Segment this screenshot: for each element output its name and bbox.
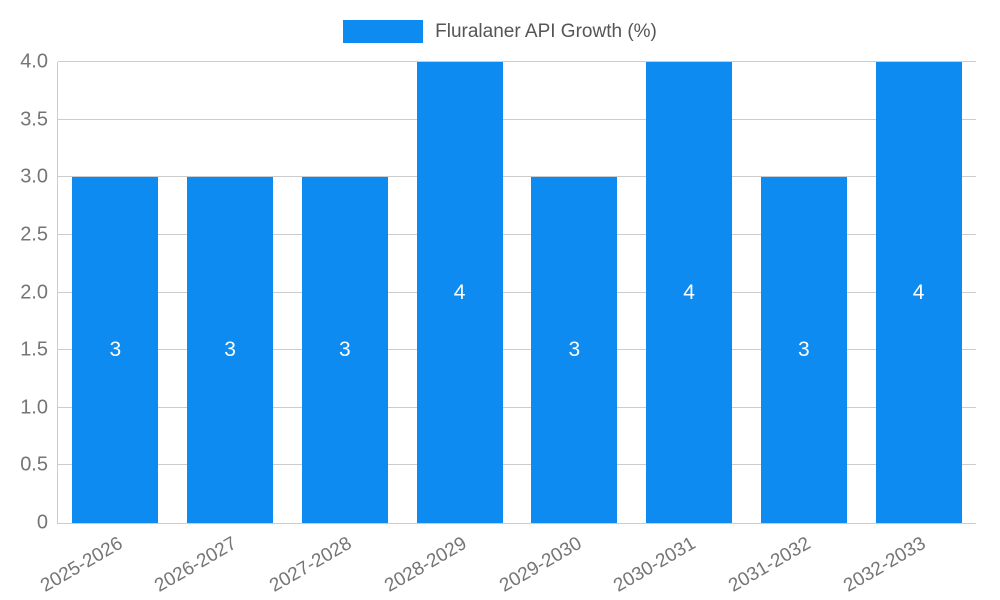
bar: 3	[301, 177, 388, 523]
y-tick-label: 0.5	[20, 453, 48, 476]
x-tick-label: 2025-2026	[36, 533, 126, 597]
legend-label: Fluralaner API Growth (%)	[435, 20, 657, 42]
y-tick-label: 3.0	[20, 165, 48, 188]
y-tick-label: 1.0	[20, 396, 48, 419]
bar-value-label: 3	[568, 338, 581, 362]
gridline	[58, 406, 976, 408]
bar: 4	[646, 62, 733, 523]
bar: 4	[875, 62, 962, 523]
gridline	[58, 464, 976, 466]
bar-value-label: 3	[109, 338, 122, 362]
bar-value-label: 4	[453, 280, 466, 304]
y-tick-label: 2.0	[20, 281, 48, 303]
bar-value-label: 3	[339, 338, 351, 362]
bar-value-label: 4	[683, 280, 695, 304]
x-tick-label: 2027-2028	[266, 533, 356, 597]
plot-area: 0 0.5 1.0 1.5 2.0 2.5 3.0 3.5 4.0 3 2025-2026 3 2026…	[20, 51, 976, 597]
x-tick-label: 2028-2029	[380, 533, 471, 597]
bar-value-label: 4	[912, 280, 925, 304]
gridline	[58, 349, 976, 351]
gridline	[58, 291, 976, 293]
gridline	[58, 176, 976, 178]
legend: Fluralaner API Growth (%)	[0, 20, 1000, 43]
x-tick-label: 2030-2031	[610, 533, 700, 597]
y-tick-label: 4.0	[20, 50, 48, 73]
bar-value-label: 3	[798, 338, 810, 362]
y-tick-label: 2.5	[20, 223, 48, 246]
bar-value-label: 3	[224, 338, 236, 362]
y-tick-label: 3.5	[20, 108, 48, 131]
gridline	[58, 118, 976, 120]
bar: 3	[531, 177, 618, 523]
x-tick-label: 2029-2030	[495, 533, 585, 597]
x-tick-label: 2026-2027	[151, 533, 241, 597]
y-tick-label: 0	[36, 511, 48, 534]
gridline	[58, 233, 976, 235]
bar: 4	[416, 62, 503, 523]
gridline	[58, 61, 976, 62]
y-tick-label: 1.5	[20, 338, 48, 361]
x-tick-label: 2032-2033	[839, 533, 930, 597]
bar: 3	[760, 177, 847, 523]
bar: 3	[187, 177, 274, 523]
bar: 3	[72, 177, 159, 523]
x-tick-label: 2031-2032	[725, 533, 815, 597]
legend-swatch	[343, 20, 424, 43]
